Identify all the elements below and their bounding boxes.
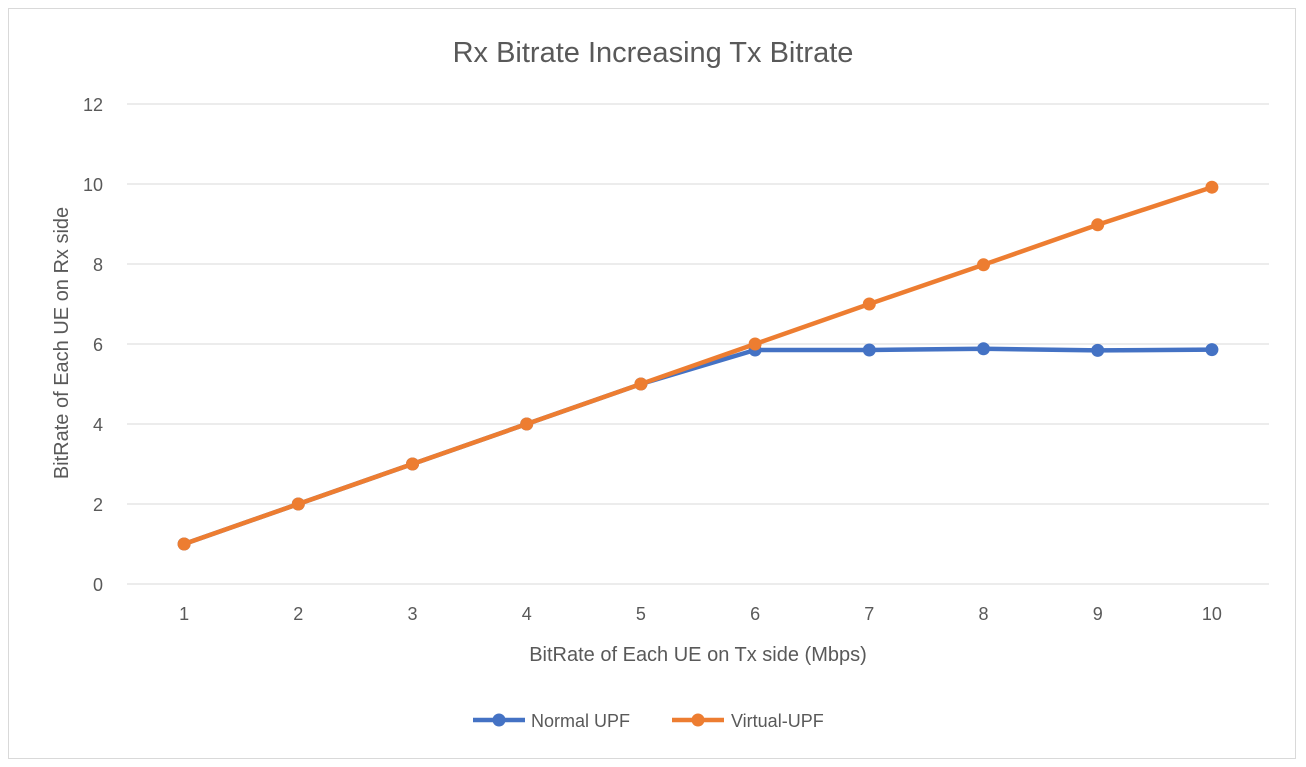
data-point [977, 342, 990, 356]
y-tick-label: 4 [93, 415, 103, 435]
x-tick-label: 7 [864, 604, 874, 624]
data-point [862, 297, 876, 311]
data-point [1091, 343, 1105, 357]
x-tick-label: 9 [1093, 604, 1103, 624]
data-point [406, 457, 419, 471]
series-line [181, 346, 1215, 547]
legend-label: Normal UPF [531, 711, 630, 731]
data-point [1205, 343, 1219, 357]
x-tick-label: 5 [636, 604, 646, 624]
series-normal-upf [177, 342, 1219, 551]
legend-label: Virtual-UPF [731, 711, 824, 731]
x-axis-label: BitRate of Each UE on Tx side (Mbps) [529, 644, 867, 666]
data-point [1091, 218, 1105, 232]
x-tick-label: 1 [179, 604, 189, 624]
x-axis-tick-labels: 1 2 3 4 5 6 7 8 9 10 [179, 604, 1222, 624]
x-tick-label: 10 [1202, 604, 1222, 624]
y-tick-label: 10 [83, 175, 103, 195]
y-axis-label: BitRate of Each UE on Rx side [51, 207, 73, 479]
y-tick-label: 6 [93, 335, 103, 355]
y-tick-label: 0 [93, 575, 103, 595]
series-layer [177, 180, 1219, 551]
gridlines [127, 103, 1269, 585]
x-tick-label: 2 [293, 604, 303, 624]
x-tick-label: 8 [978, 604, 988, 624]
data-point [977, 258, 990, 272]
data-point [748, 337, 762, 351]
y-tick-label: 12 [83, 95, 103, 115]
x-tick-label: 3 [407, 604, 417, 624]
data-point [520, 417, 534, 431]
y-axis-tick-labels: 0 2 4 6 8 10 12 [83, 95, 103, 595]
x-tick-label: 4 [522, 604, 532, 624]
data-point [1205, 180, 1219, 194]
data-point [862, 343, 876, 357]
series-virtual-upf [177, 180, 1219, 551]
chart-title: Rx Bitrate Increasing Tx Bitrate [453, 37, 854, 69]
legend-swatch-marker [691, 713, 705, 727]
data-point [177, 537, 191, 551]
chart-frame [8, 8, 1296, 759]
y-tick-label: 2 [93, 495, 103, 515]
legend-item: Virtual-UPF [672, 711, 824, 731]
data-point [634, 377, 648, 391]
legend: Normal UPF Virtual-UPF [473, 711, 824, 731]
legend-swatch-marker [492, 713, 506, 727]
x-tick-label: 6 [750, 604, 760, 624]
y-tick-label: 8 [93, 255, 103, 275]
data-point [291, 497, 305, 511]
legend-item: Normal UPF [473, 711, 630, 731]
series-line [181, 184, 1215, 547]
